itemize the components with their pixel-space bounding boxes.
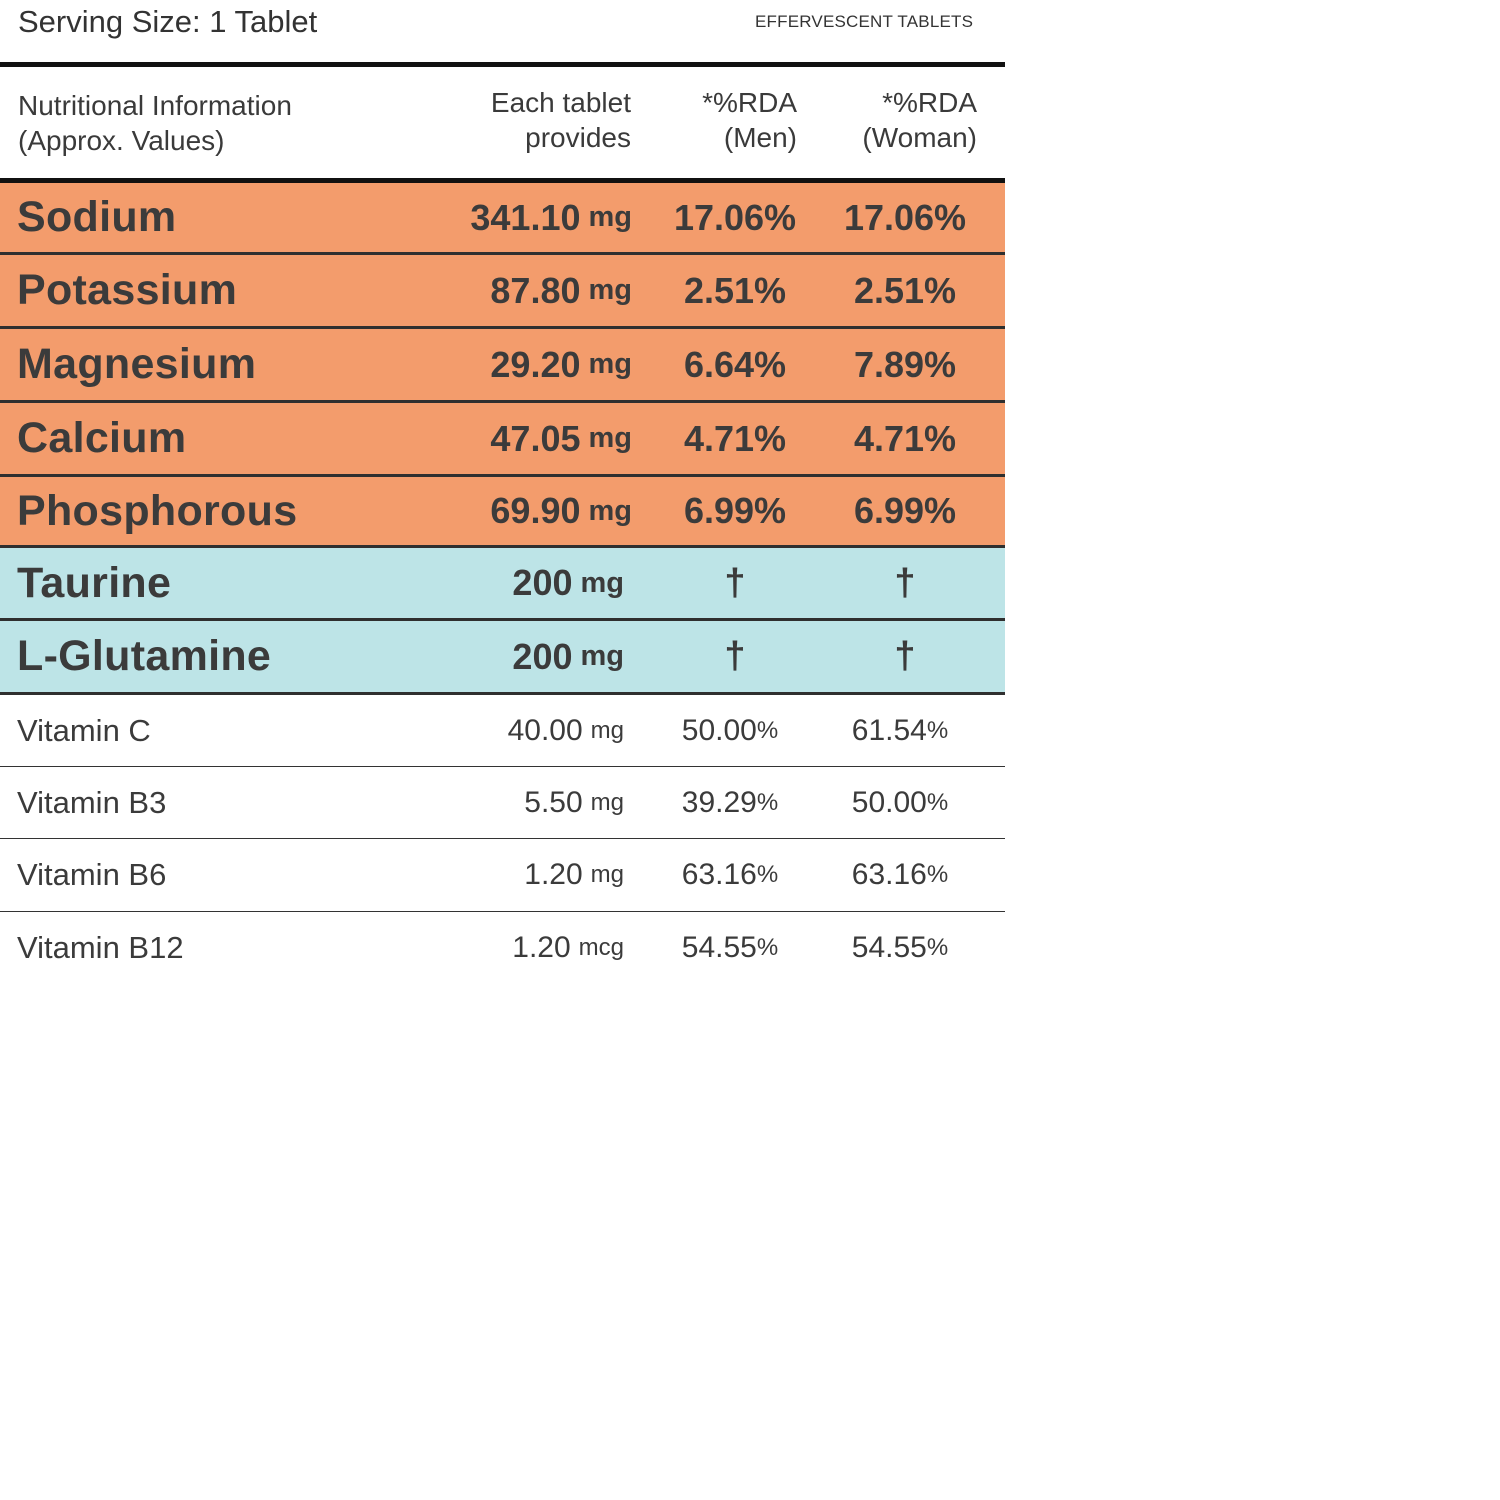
rda-men-value: 2.51%	[683, 269, 787, 311]
rda-woman-value: 7.89%	[853, 343, 957, 385]
nutrient-name: Taurine	[17, 558, 172, 607]
product-type: EFFERVESCENT TABLETS	[755, 12, 974, 31]
nutrient-amount: 200 mg	[512, 562, 624, 603]
table-row-calcium: Calcium 47.05 mg 4.71% 4.71%	[0, 403, 1005, 477]
rda-men-value: 50.00%	[681, 713, 779, 747]
nutrient-name: Vitamin C	[17, 712, 151, 748]
nutrient-amount: 1.20 mcg	[512, 931, 624, 964]
table-row-l-glutamine: L-Glutamine 200 mg † †	[0, 621, 1005, 695]
rda-woman-value: 17.06%	[843, 196, 967, 238]
nutrient-name: Magnesium	[17, 340, 257, 388]
nutrient-amount: 87.80 mg	[490, 269, 632, 311]
nutrient-amount: 29.20 mg	[490, 343, 632, 385]
rda-woman-value: 61.54%	[851, 713, 949, 747]
nutrient-amount: 47.05 mg	[490, 417, 632, 459]
nutrient-name: L-Glutamine	[17, 632, 272, 680]
rda-men-dagger: †	[724, 561, 746, 604]
nutrient-amount: 5.50 mg	[524, 785, 624, 819]
table-row-vitamin-b3: Vitamin B3 5.50 mg 39.29% 50.00%	[0, 767, 1005, 839]
rda-woman-value: 6.99%	[853, 490, 957, 531]
column-header-name: Nutritional Information (Approx. Values)	[18, 90, 292, 156]
rda-men-value: 6.99%	[683, 490, 787, 531]
nutrient-amount: 1.20 mg	[524, 858, 624, 891]
rda-woman-value: 2.51%	[853, 269, 957, 311]
table-row-magnesium: Magnesium 29.20 mg 6.64% 7.89%	[0, 329, 1005, 403]
table-row-sodium: Sodium 341.10 mg 17.06% 17.06%	[0, 183, 1005, 255]
column-header-rda-woman: *%RDA (Woman)	[862, 87, 977, 153]
nutrient-name: Calcium	[17, 414, 187, 462]
table-row-vitamin-c: Vitamin C 40.00 mg 50.00% 61.54%	[0, 695, 1005, 767]
rda-woman-value: 54.55%	[851, 931, 949, 964]
rda-woman-value: 63.16%	[851, 858, 949, 891]
nutrient-name: Vitamin B6	[17, 857, 167, 892]
column-header-amount: Each tablet provides	[490, 87, 631, 153]
nutrient-name: Phosphorous	[17, 486, 298, 535]
table-row-phosphorous: Phosphorous 69.90 mg 6.99% 6.99%	[0, 477, 1005, 548]
nutrient-amount: 40.00 mg	[507, 713, 624, 747]
header-divider	[0, 178, 1005, 183]
rda-men-value: 6.64%	[683, 343, 787, 385]
table-row-potassium: Potassium 87.80 mg 2.51% 2.51%	[0, 255, 1005, 329]
rda-woman-dagger: †	[894, 561, 916, 604]
nutrient-amount: 69.90 mg	[490, 490, 632, 531]
table-row-taurine: Taurine 200 mg † †	[0, 548, 1005, 621]
rda-men-value: 54.55%	[681, 931, 779, 964]
serving-size: Serving Size: 1 Tablet	[18, 4, 318, 39]
rda-woman-value: 4.71%	[853, 417, 957, 459]
rda-men-dagger: †	[724, 635, 746, 677]
nutrient-name: Potassium	[17, 266, 238, 314]
table-row-vitamin-b6: Vitamin B6 1.20 mg 63.16% 63.16%	[0, 839, 1005, 912]
rda-woman-dagger: †	[894, 635, 916, 677]
nutrient-name: Vitamin B3	[17, 784, 167, 820]
rda-men-value: 4.71%	[683, 417, 787, 459]
table-row-vitamin-b12: Vitamin B12 1.20 mcg 54.55% 54.55%	[0, 912, 1005, 984]
nutrient-amount: 200 mg	[512, 635, 624, 677]
nutrient-amount: 341.10 mg	[470, 196, 632, 238]
top-divider	[0, 62, 1005, 67]
rda-men-value: 39.29%	[681, 785, 779, 819]
table-header: Nutritional Information (Approx. Values)…	[0, 67, 1005, 179]
nutrient-name: Sodium	[17, 193, 177, 241]
rda-woman-value: 50.00%	[851, 785, 949, 819]
nutrition-label: Serving Size: 1 Tablet EFFERVESCENT TABL…	[0, 0, 1005, 1000]
rda-men-value: 63.16%	[681, 858, 779, 891]
nutrient-name: Vitamin B12	[17, 930, 184, 965]
rda-men-value: 17.06%	[673, 196, 797, 238]
column-header-rda-men: *%RDA (Men)	[702, 87, 797, 153]
